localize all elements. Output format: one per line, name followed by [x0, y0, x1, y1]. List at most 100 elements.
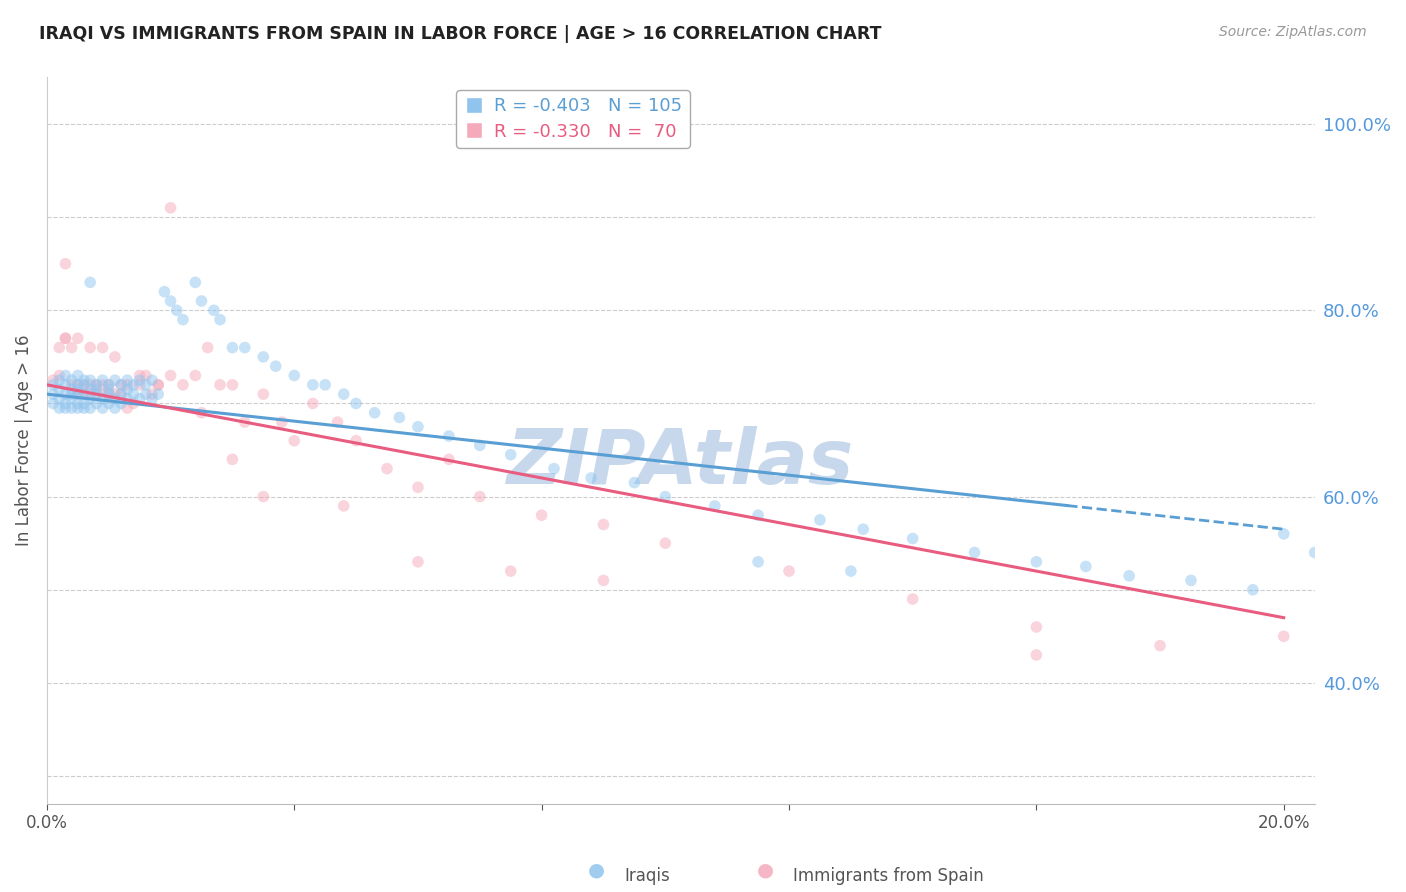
Point	[314, 377, 336, 392]
Point	[623, 475, 645, 490]
Point	[543, 461, 565, 475]
Point	[73, 401, 96, 416]
Point	[91, 373, 114, 387]
Point	[110, 387, 132, 401]
Point	[73, 387, 96, 401]
Point	[148, 387, 170, 401]
Point	[592, 517, 614, 532]
Point	[332, 499, 354, 513]
Point	[55, 331, 77, 345]
Point	[79, 377, 101, 392]
Point	[499, 564, 522, 578]
Point	[86, 377, 108, 392]
Point	[48, 368, 70, 383]
Point	[363, 406, 385, 420]
Point	[1025, 648, 1047, 662]
Point	[778, 564, 800, 578]
Point	[60, 377, 83, 392]
Point	[1303, 545, 1326, 559]
Point	[184, 276, 207, 290]
Point	[209, 377, 232, 392]
Point	[73, 387, 96, 401]
Point	[110, 377, 132, 392]
Point	[852, 522, 875, 536]
Point	[654, 536, 676, 550]
Point	[55, 396, 77, 410]
Point	[117, 392, 139, 406]
Point	[344, 434, 367, 448]
Point	[153, 285, 176, 299]
Point	[159, 201, 181, 215]
Point	[86, 396, 108, 410]
Point	[901, 592, 924, 607]
Point	[141, 387, 163, 401]
Point	[104, 350, 127, 364]
Point	[48, 401, 70, 416]
Point	[110, 377, 132, 392]
Point	[190, 293, 212, 308]
Point	[233, 415, 256, 429]
Point	[79, 341, 101, 355]
Point	[79, 387, 101, 401]
Point	[104, 401, 127, 416]
Point	[79, 276, 101, 290]
Point	[110, 396, 132, 410]
Point	[406, 419, 429, 434]
Point	[60, 341, 83, 355]
Point	[197, 341, 219, 355]
Point	[283, 368, 305, 383]
Point	[86, 387, 108, 401]
Point	[79, 383, 101, 397]
Point	[117, 377, 139, 392]
Point	[332, 387, 354, 401]
Point	[1334, 555, 1357, 569]
Point	[963, 545, 986, 559]
Point	[1074, 559, 1097, 574]
Point	[117, 401, 139, 416]
Point	[73, 396, 96, 410]
Point	[97, 387, 120, 401]
Point	[344, 396, 367, 410]
Text: Source: ZipAtlas.com: Source: ZipAtlas.com	[1219, 25, 1367, 39]
Point	[901, 532, 924, 546]
Point	[283, 434, 305, 448]
Point	[60, 387, 83, 401]
Point	[406, 555, 429, 569]
Point	[252, 490, 274, 504]
Point	[66, 387, 89, 401]
Legend: R = -0.403   N = 105, R = -0.330   N =  70: R = -0.403 N = 105, R = -0.330 N = 70	[457, 90, 690, 148]
Point	[135, 368, 157, 383]
Point	[530, 508, 553, 523]
Point	[499, 448, 522, 462]
Point	[48, 341, 70, 355]
Point	[66, 396, 89, 410]
Point	[66, 368, 89, 383]
Point	[79, 401, 101, 416]
Point	[79, 392, 101, 406]
Point	[104, 387, 127, 401]
Point	[141, 373, 163, 387]
Point	[128, 377, 150, 392]
Point	[326, 415, 349, 429]
Point	[97, 383, 120, 397]
Y-axis label: In Labor Force | Age > 16: In Labor Force | Age > 16	[15, 335, 32, 547]
Point	[808, 513, 831, 527]
Point	[122, 377, 145, 392]
Point	[91, 401, 114, 416]
Text: ●: ●	[588, 861, 605, 880]
Point	[252, 387, 274, 401]
Point	[172, 377, 194, 392]
Point	[437, 452, 460, 467]
Point	[104, 392, 127, 406]
Point	[202, 303, 225, 318]
Point	[117, 373, 139, 387]
Point	[55, 257, 77, 271]
Point	[86, 383, 108, 397]
Point	[128, 368, 150, 383]
Point	[209, 312, 232, 326]
Point	[73, 377, 96, 392]
Text: ZIPAtlas: ZIPAtlas	[508, 425, 855, 500]
Point	[406, 480, 429, 494]
Point	[73, 373, 96, 387]
Point	[97, 377, 120, 392]
